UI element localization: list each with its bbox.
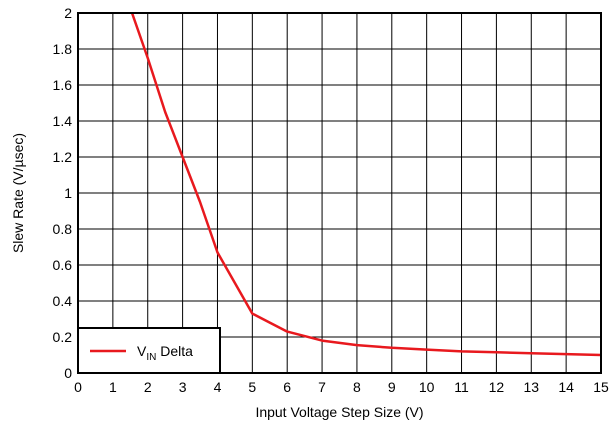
x-tick-label: 6 bbox=[283, 379, 291, 395]
legend-label-main: V bbox=[137, 343, 147, 359]
y-tick-label: 1.4 bbox=[53, 113, 73, 129]
y-tick-label: 1.8 bbox=[53, 41, 73, 57]
y-tick-label: 1 bbox=[64, 185, 72, 201]
x-tick-label: 0 bbox=[74, 379, 82, 395]
x-tick-label: 5 bbox=[248, 379, 256, 395]
x-tick-label: 7 bbox=[318, 379, 326, 395]
x-tick-label: 11 bbox=[454, 379, 469, 395]
x-tick-label: 14 bbox=[558, 379, 574, 395]
x-tick-label: 12 bbox=[489, 379, 505, 395]
y-tick-label: 2 bbox=[64, 5, 72, 21]
y-tick-labels: 0 0.2 0.4 0.6 0.8 1 1.2 1.4 1.6 1.8 2 bbox=[53, 5, 73, 381]
grid bbox=[77, 12, 602, 374]
series-line-vin-delta bbox=[130, 13, 601, 357]
y-tick-label: 0.6 bbox=[53, 257, 73, 273]
legend-label-rest: Delta bbox=[156, 343, 193, 359]
legend: VIN Delta bbox=[77, 327, 221, 374]
x-tick-labels: 0 1 2 3 4 5 6 7 8 9 10 11 12 13 14 15 bbox=[74, 379, 609, 395]
x-tick-label: 15 bbox=[593, 379, 609, 395]
x-tick-label: 13 bbox=[523, 379, 539, 395]
y-tick-label: 0 bbox=[64, 365, 72, 381]
x-tick-label: 10 bbox=[419, 379, 435, 395]
plot-frame bbox=[77, 12, 602, 374]
y-axis-title: Slew Rate (V/µsec) bbox=[10, 133, 26, 253]
legend-label-subscript: IN bbox=[146, 352, 156, 363]
x-tick-label: 2 bbox=[144, 379, 152, 395]
series-layer bbox=[130, 13, 601, 357]
x-tick-label: 1 bbox=[109, 379, 117, 395]
x-tick-label: 9 bbox=[388, 379, 396, 395]
y-tick-label: 1.2 bbox=[53, 149, 73, 165]
legend-label-vin-delta: VIN Delta bbox=[137, 343, 193, 363]
x-tick-label: 3 bbox=[179, 379, 187, 395]
x-axis-title: Input Voltage Step Size (V) bbox=[255, 404, 423, 420]
y-tick-label: 1.6 bbox=[53, 77, 73, 93]
y-tick-label: 0.8 bbox=[53, 221, 73, 237]
x-tick-label: 4 bbox=[214, 379, 222, 395]
y-tick-label: 0.4 bbox=[53, 293, 73, 309]
y-tick-label: 0.2 bbox=[53, 329, 73, 345]
x-tick-label: 8 bbox=[353, 379, 361, 395]
